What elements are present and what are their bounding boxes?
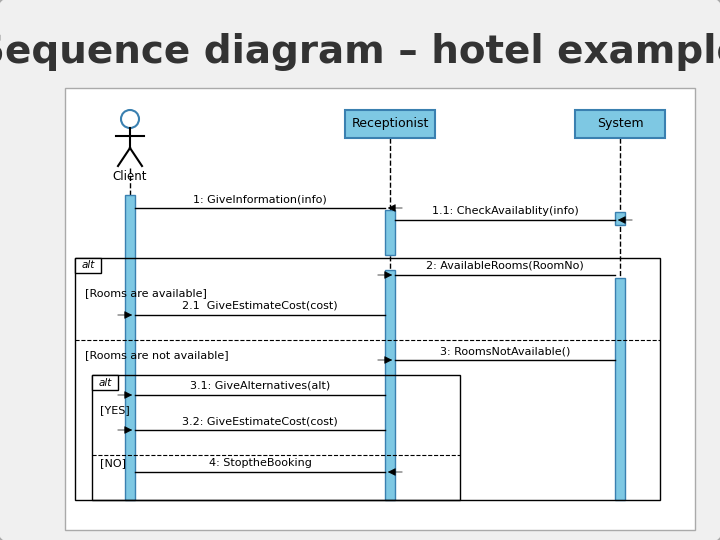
Bar — [75, 258, 101, 273]
Text: 3.1: GiveAlternatives(alt): 3.1: GiveAlternatives(alt) — [190, 381, 330, 391]
Text: 2: AvailableRooms(RoomNo): 2: AvailableRooms(RoomNo) — [426, 261, 584, 271]
Text: [NO]: [NO] — [100, 458, 126, 468]
Text: Receptionist: Receptionist — [351, 118, 428, 131]
Bar — [575, 110, 665, 138]
Text: 3.2: GiveEstimateCost(cost): 3.2: GiveEstimateCost(cost) — [182, 416, 338, 426]
Text: 1: GiveInformation(info): 1: GiveInformation(info) — [193, 194, 327, 204]
Text: 1.1: CheckAvailablity(info): 1.1: CheckAvailablity(info) — [431, 206, 578, 216]
Text: alt: alt — [81, 260, 95, 271]
Text: 3: RoomsNotAvailable(): 3: RoomsNotAvailable() — [440, 346, 570, 356]
Bar — [615, 278, 625, 500]
Bar — [125, 195, 135, 500]
Text: 2.1  GiveEstimateCost(cost): 2.1 GiveEstimateCost(cost) — [182, 301, 338, 311]
Text: Sequence diagram – hotel example: Sequence diagram – hotel example — [0, 33, 720, 71]
Bar — [385, 270, 395, 500]
Text: Client: Client — [113, 170, 148, 183]
Bar — [345, 110, 435, 138]
Text: [Rooms are not available]: [Rooms are not available] — [85, 350, 229, 360]
Text: [Rooms are available]: [Rooms are available] — [85, 288, 207, 298]
Bar — [65, 88, 695, 530]
Text: 4: StoptheBooking: 4: StoptheBooking — [209, 458, 312, 468]
Bar — [92, 375, 118, 390]
Text: alt: alt — [99, 377, 112, 388]
Bar — [92, 375, 460, 500]
Bar — [615, 212, 625, 225]
Text: [YES]: [YES] — [100, 405, 130, 415]
Bar — [75, 258, 660, 500]
Circle shape — [121, 110, 139, 128]
Text: System: System — [597, 118, 643, 131]
Bar — [385, 210, 395, 255]
